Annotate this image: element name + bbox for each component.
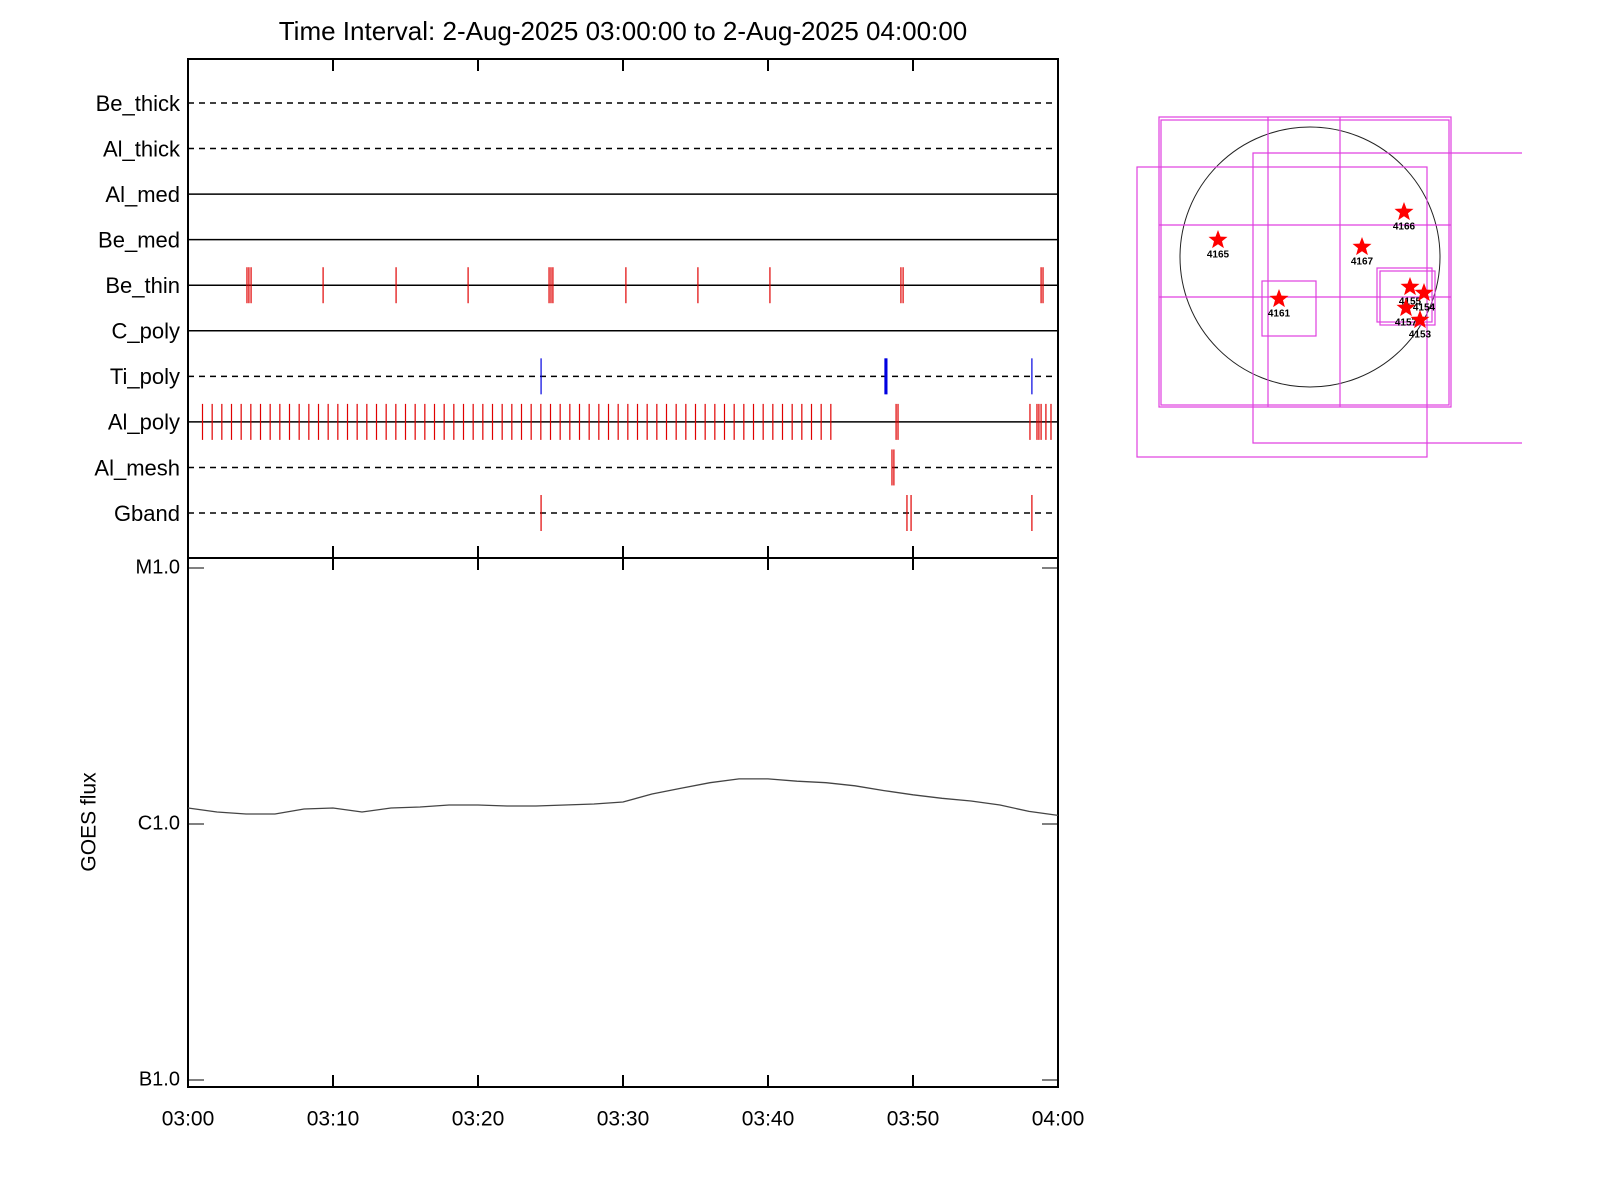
filter-label: Ti_poly xyxy=(110,364,180,389)
x-tick-label: 03:10 xyxy=(307,1108,360,1131)
filter-label: Al_med xyxy=(105,182,180,207)
filter-panel xyxy=(187,58,1059,559)
filter-label: Be_med xyxy=(98,227,180,252)
region-star xyxy=(1400,277,1420,296)
fov-box xyxy=(1376,267,1433,323)
region-label: 4155 xyxy=(1399,297,1422,308)
x-tick-label: 04:00 xyxy=(1032,1108,1085,1131)
y-tick-label: M1.0 xyxy=(136,556,180,578)
region-star xyxy=(1410,310,1430,329)
chart-title: Time Interval: 2-Aug-2025 03:00:00 to 2-… xyxy=(279,16,968,46)
filter-label: Gband xyxy=(114,501,180,526)
filter-label: Al_poly xyxy=(108,410,180,435)
region-star xyxy=(1414,283,1434,302)
region-label: 4153 xyxy=(1409,330,1432,341)
x-tick-label: 03:00 xyxy=(162,1108,215,1131)
plot-frame xyxy=(187,557,1059,1088)
region-label: 4157 xyxy=(1395,318,1418,329)
region-star xyxy=(1352,237,1372,256)
x-tick-label: 03:50 xyxy=(887,1108,940,1131)
y-tick-label: B1.0 xyxy=(139,1068,180,1090)
filter-label: Be_thick xyxy=(96,91,181,116)
region-label: 4166 xyxy=(1393,222,1416,233)
x-tick-label: 03:40 xyxy=(742,1108,795,1131)
region-star xyxy=(1269,289,1289,308)
y-tick-label: C1.0 xyxy=(138,812,180,834)
region-star xyxy=(1394,202,1414,221)
fov-grid xyxy=(1159,117,1451,407)
filter-label: Al_thick xyxy=(103,136,181,161)
sun-map xyxy=(1136,116,1522,458)
fov-box xyxy=(1261,280,1317,337)
y-axis-label: GOES flux xyxy=(78,772,101,872)
region-label: 4167 xyxy=(1351,257,1374,268)
fov-box xyxy=(1136,166,1428,458)
region-label: 4165 xyxy=(1207,250,1230,261)
region-label: 4161 xyxy=(1268,309,1291,320)
fov-box xyxy=(1252,152,1522,444)
solar-disk xyxy=(1179,126,1441,388)
region-star xyxy=(1208,230,1228,249)
fov-box xyxy=(1379,270,1436,326)
region-label: 4154 xyxy=(1413,303,1436,314)
x-tick-label: 03:30 xyxy=(597,1108,650,1131)
fov-box xyxy=(1158,116,1452,408)
filter-label: C_poly xyxy=(112,319,180,344)
filter-label: Al_mesh xyxy=(94,455,180,480)
fov-box xyxy=(1160,119,1450,406)
filter-label: Be_thin xyxy=(105,273,180,298)
goes-flux-line xyxy=(187,778,1059,817)
x-tick-label: 03:20 xyxy=(452,1108,505,1131)
region-star xyxy=(1396,298,1416,317)
